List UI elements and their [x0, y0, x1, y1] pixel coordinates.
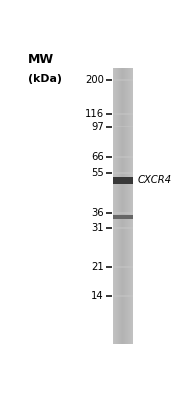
Text: CXCR4: CXCR4: [137, 176, 171, 186]
Bar: [113, 113, 133, 115]
Bar: [126, 68, 127, 344]
Bar: [115, 68, 116, 344]
Bar: [113, 172, 133, 174]
Text: 200: 200: [85, 75, 104, 85]
Text: 36: 36: [91, 208, 104, 218]
Bar: [113, 126, 133, 128]
Bar: [119, 68, 120, 344]
Text: MW: MW: [28, 53, 54, 66]
Bar: [131, 68, 132, 344]
Bar: [113, 227, 133, 229]
Text: 14: 14: [91, 291, 104, 301]
Text: 116: 116: [85, 109, 104, 119]
Text: 31: 31: [91, 223, 104, 233]
Bar: [113, 212, 133, 214]
Bar: [123, 68, 124, 344]
Text: 97: 97: [91, 122, 104, 132]
Bar: [127, 68, 128, 344]
Bar: [132, 68, 133, 344]
Bar: [113, 266, 133, 268]
Bar: [128, 68, 129, 344]
Bar: [130, 68, 131, 344]
Bar: [117, 68, 118, 344]
Bar: [120, 68, 121, 344]
Bar: [113, 156, 133, 158]
Bar: [113, 177, 133, 184]
Bar: [129, 68, 130, 344]
Bar: [114, 68, 115, 344]
Bar: [125, 68, 126, 344]
Text: 55: 55: [91, 168, 104, 178]
Bar: [122, 68, 123, 344]
Bar: [121, 68, 122, 344]
Bar: [116, 68, 117, 344]
Bar: [118, 68, 119, 344]
Bar: [113, 295, 133, 297]
Text: 66: 66: [91, 152, 104, 162]
Bar: [113, 215, 133, 219]
Bar: [113, 80, 133, 81]
Bar: [124, 68, 125, 344]
Text: 21: 21: [91, 262, 104, 272]
Bar: [113, 68, 114, 344]
Text: (kDa): (kDa): [28, 74, 62, 84]
